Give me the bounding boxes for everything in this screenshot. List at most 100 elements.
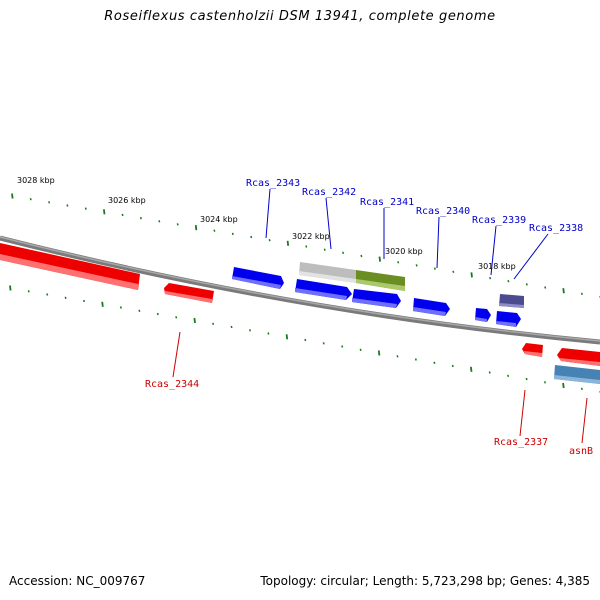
ruler-tick-lower-21 [396, 355, 399, 358]
ruler-tick-upper-3 [66, 204, 69, 207]
gene-label-rcas2338[interactable]: Rcas_2338 [529, 223, 583, 234]
ruler-tick-lower-13 [248, 329, 252, 332]
ruler-tick-lower-2 [46, 293, 49, 296]
ruler-tick-lower-14 [267, 332, 270, 335]
ruler-tick-upper-15 [286, 240, 290, 246]
ruler-tick-upper-29 [544, 286, 547, 289]
ruler-tick-lower-29 [543, 381, 547, 384]
ruler-tick-upper-27 [507, 279, 510, 283]
ruler-label-3028: 3028 kbp [17, 176, 55, 185]
ruler-tick-upper-17 [323, 248, 326, 251]
ruler-tick-lower-1 [27, 290, 30, 293]
ruler-label-3018: 3018 kbp [478, 262, 516, 271]
ruler-tick-upper-6 [121, 213, 124, 217]
gene-feature-gray[interactable] [299, 262, 356, 283]
ruler-tick-upper-11 [213, 229, 216, 232]
ruler-tick-lower-18 [341, 345, 344, 348]
ruler-tick-upper-16 [305, 245, 308, 248]
ruler-tick-upper-20 [378, 256, 381, 262]
ruler-tick-lower-5 [101, 301, 104, 307]
gene-label-rcas2340[interactable]: Rcas_2340 [416, 206, 470, 217]
ruler-tick-lower-16 [304, 338, 307, 342]
ruler-tick-lower-12 [230, 325, 233, 329]
ruler-label-3022: 3022 kbp [292, 232, 330, 241]
gene-feature-rcas2343[interactable] [232, 267, 284, 289]
ruler-tick-upper-2 [48, 201, 51, 204]
ruler-tick-lower-17 [322, 342, 325, 345]
leader-rcas2338 [513, 233, 549, 280]
map-title: Roseiflexus castenholzii DSM 13941, comp… [104, 9, 496, 24]
gene-feature-rcas2344[interactable] [164, 283, 214, 303]
ruler-tick-upper-10 [194, 225, 198, 231]
accession-text: Accession: NC_009767 [9, 574, 146, 588]
ruler-tick-upper-18 [342, 251, 345, 255]
ruler-tick-upper-5 [103, 209, 106, 215]
ruler-tick-upper-24 [452, 270, 455, 274]
gene-label-rcas2344[interactable]: Rcas_2344 [145, 379, 199, 390]
ruler-label-3024: 3024 kbp [200, 215, 238, 224]
ruler-tick-upper-26 [489, 276, 492, 280]
leader-rcas2337 [519, 389, 526, 437]
ruler-tick-lower-27 [507, 374, 510, 378]
gene-label-asnb[interactable]: asnB [569, 446, 593, 457]
ruler-tick-upper-12 [231, 232, 234, 236]
leader-rcas2339 [490, 225, 497, 276]
leader-rcas2342 [325, 197, 332, 250]
leader-rcas2343 [265, 188, 271, 239]
gene-label-rcas2343[interactable]: Rcas_2343 [246, 178, 300, 189]
gene-feature-rcas2338[interactable] [499, 294, 524, 308]
ruler-tick-lower-23 [433, 361, 436, 365]
ruler-tick-lower-30 [562, 382, 565, 389]
ruler-tick-upper-21 [397, 261, 400, 264]
gene-feature-olive[interactable] [356, 270, 405, 291]
gene-label-rcas2342[interactable]: Rcas_2342 [302, 187, 356, 198]
gene-feature-rcas2340[interactable] [413, 298, 450, 316]
ruler-tick-lower-6 [119, 306, 122, 309]
ruler-tick-upper-22 [415, 264, 418, 267]
ruler-tick-upper-13 [250, 235, 253, 239]
ruler-tick-lower-15 [285, 334, 289, 340]
gene-feature-rcas2338-blue[interactable] [496, 311, 521, 327]
ruler-tick-lower-11 [212, 322, 215, 326]
gene-feature-rcas2342[interactable] [295, 279, 352, 300]
leader-rcas2344 [172, 331, 181, 378]
ruler-tick-lower-9 [175, 316, 178, 319]
ruler-tick-upper-19 [360, 254, 363, 258]
ruler-tick-upper-14 [268, 238, 271, 242]
gene-label-rcas2341[interactable]: Rcas_2341 [360, 197, 414, 208]
ruler-tick-upper-7 [139, 216, 142, 220]
ruler-tick-upper-28 [525, 283, 528, 286]
ruler-tick-upper-4 [84, 207, 87, 210]
ruler-tick-lower-31 [580, 387, 583, 391]
gene-feature-rcas2341[interactable] [352, 289, 401, 308]
ruler-tick-lower-10 [193, 317, 196, 324]
ruler-tick-upper-1 [29, 197, 32, 201]
ruler-label-3020: 3020 kbp [385, 247, 423, 256]
genome-backbone [0, 235, 600, 345]
gene-feature-red-right[interactable] [557, 348, 600, 366]
ruler-tick-lower-0 [9, 285, 12, 291]
ruler-tick-lower-24 [451, 364, 454, 368]
gene-feature-asnb[interactable] [554, 365, 600, 384]
ruler-tick-lower-7 [138, 309, 141, 313]
gene-feature-rcas2344-large[interactable] [0, 243, 140, 290]
ruler-tick-upper-0 [11, 193, 14, 199]
gene-label-rcas2337[interactable]: Rcas_2337 [494, 437, 548, 448]
ruler-tick-lower-19 [359, 348, 362, 352]
gene-feature-rcas2339[interactable] [475, 308, 491, 322]
ruler-tick-upper-25 [470, 272, 473, 278]
ruler-tick-lower-26 [488, 371, 491, 374]
ruler-tick-upper-9 [176, 223, 179, 226]
ruler-label-3026: 3026 kbp [108, 196, 146, 205]
gene-feature-rcas2337[interactable] [522, 343, 543, 357]
ruler-tick-lower-4 [83, 299, 86, 303]
gene-label-rcas2339[interactable]: Rcas_2339 [472, 215, 526, 226]
ruler-tick-upper-30 [562, 288, 565, 294]
ruler-ticks-lower [9, 285, 600, 394]
ruler-tick-lower-20 [377, 350, 381, 356]
ruler-tick-lower-8 [156, 312, 159, 316]
ruler-tick-upper-31 [580, 292, 583, 296]
genome-backbone-highlight [0, 236, 600, 342]
